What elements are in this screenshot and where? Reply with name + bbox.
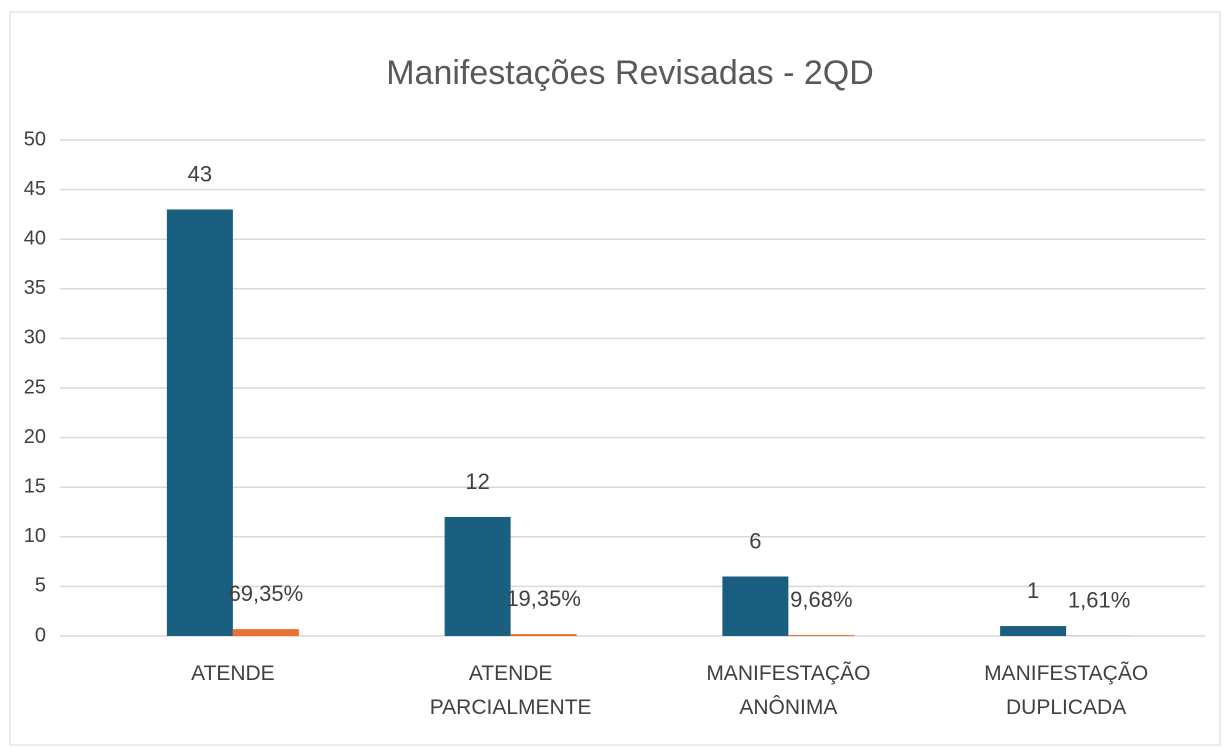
data-label: 9,68%	[790, 587, 852, 612]
y-tick-label: 5	[35, 575, 46, 597]
y-tick-label: 0	[35, 624, 46, 646]
chart-title: Manifestações Revisadas - 2QD	[386, 54, 874, 92]
data-label: 6	[749, 528, 761, 553]
x-tick-label: ATENDE	[191, 662, 275, 685]
x-tick-label: MANIFESTAÇÃO DUPLICADA	[984, 662, 1149, 719]
bar	[166, 209, 233, 636]
y-tick-label: 45	[24, 178, 46, 200]
x-tick-label: MANIFESTAÇÃO ANÔNIMA	[706, 662, 871, 719]
bar	[232, 629, 299, 636]
bar	[788, 635, 855, 636]
bar	[444, 516, 511, 636]
y-tick-label: 35	[24, 277, 46, 299]
y-tick-label: 15	[24, 475, 46, 497]
data-label: 19,35%	[506, 586, 581, 611]
y-tick-label: 50	[24, 128, 46, 150]
bar	[1000, 626, 1067, 636]
y-tick-label: 40	[24, 227, 46, 249]
data-label: 43	[188, 161, 212, 186]
y-tick-label: 25	[24, 376, 46, 398]
y-tick-label: 10	[24, 525, 46, 547]
bar	[510, 634, 577, 636]
y-tick-label: 20	[24, 426, 46, 448]
bar	[722, 576, 789, 636]
data-label: 69,35%	[229, 581, 304, 606]
data-label: 1,61%	[1068, 588, 1130, 613]
x-tick-label: ATENDE PARCIALMENTE	[429, 662, 592, 719]
data-label: 12	[465, 469, 489, 494]
y-tick-label: 30	[24, 327, 46, 349]
data-label: 1	[1027, 578, 1039, 603]
